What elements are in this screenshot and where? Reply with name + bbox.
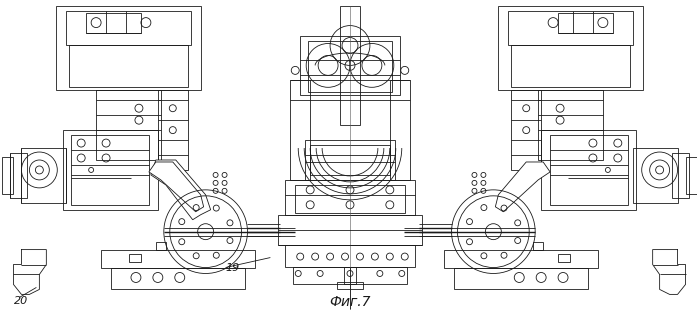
- Bar: [129, 253, 141, 262]
- Bar: [64, 130, 158, 210]
- Bar: [633, 148, 677, 203]
- Bar: [305, 140, 395, 180]
- Bar: [538, 90, 603, 160]
- Bar: [541, 130, 635, 210]
- Bar: [285, 245, 415, 266]
- Bar: [294, 266, 407, 284]
- Bar: [278, 215, 421, 245]
- Text: 19: 19: [226, 264, 240, 274]
- Bar: [558, 13, 613, 33]
- Bar: [337, 283, 363, 289]
- Text: Фиг.7: Фиг.7: [329, 295, 370, 309]
- Bar: [550, 135, 628, 205]
- Polygon shape: [151, 160, 210, 220]
- Bar: [511, 46, 630, 87]
- Bar: [156, 242, 166, 250]
- Bar: [672, 153, 689, 198]
- Bar: [300, 35, 400, 95]
- Bar: [22, 148, 66, 203]
- Text: 20: 20: [13, 296, 28, 306]
- Bar: [310, 145, 390, 175]
- Bar: [498, 6, 642, 90]
- Bar: [558, 253, 570, 262]
- Bar: [101, 250, 255, 268]
- Bar: [508, 11, 633, 46]
- Bar: [533, 242, 543, 250]
- Bar: [344, 266, 356, 284]
- Bar: [308, 40, 392, 92]
- Bar: [390, 80, 410, 180]
- Bar: [290, 80, 310, 180]
- Bar: [340, 6, 360, 125]
- Bar: [1, 157, 13, 194]
- Bar: [86, 13, 141, 33]
- Bar: [10, 153, 27, 198]
- Bar: [444, 250, 598, 268]
- Bar: [454, 268, 588, 289]
- Polygon shape: [149, 162, 203, 212]
- Bar: [686, 157, 698, 194]
- Bar: [96, 90, 161, 160]
- Bar: [69, 46, 188, 87]
- Bar: [511, 90, 541, 170]
- Bar: [111, 268, 245, 289]
- Bar: [158, 90, 188, 170]
- Bar: [57, 6, 201, 90]
- Bar: [295, 185, 405, 213]
- Polygon shape: [496, 162, 550, 212]
- Bar: [71, 135, 149, 205]
- Bar: [66, 11, 191, 46]
- Bar: [285, 180, 415, 215]
